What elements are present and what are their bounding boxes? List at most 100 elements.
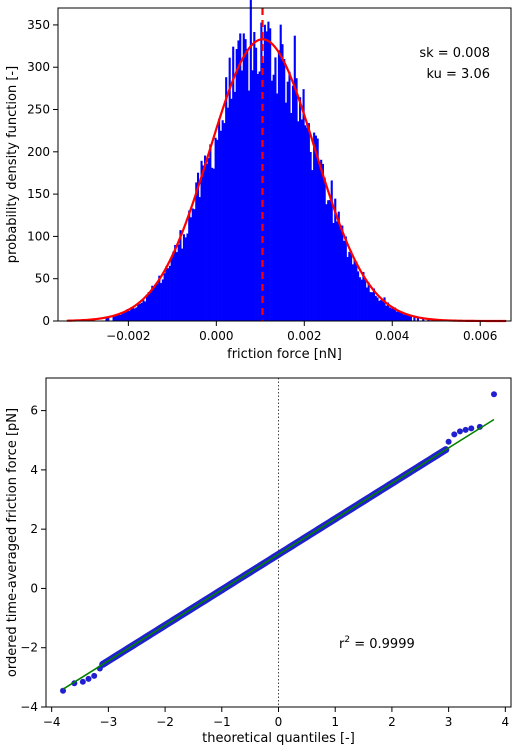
histogram-bar	[105, 317, 108, 321]
x-tick-label: −1	[213, 715, 231, 729]
histogram-bar	[367, 282, 370, 321]
histogram-bar	[223, 123, 226, 321]
histogram-bar	[300, 119, 303, 321]
histogram-bar	[348, 251, 351, 321]
histogram-bar	[409, 315, 412, 321]
histogram-y-ticks: 0 50 100 150 200 250 300 350	[27, 18, 58, 328]
histogram-bar	[142, 300, 145, 321]
histogram-bar	[167, 268, 170, 321]
histogram-bar	[175, 252, 178, 321]
histogram-bar	[286, 81, 289, 322]
qq-y-ticks: −4 −2 0 2 4 6	[20, 404, 46, 714]
histogram-bar	[126, 309, 129, 321]
histogram-bar	[121, 312, 124, 321]
histogram-bar	[316, 138, 319, 321]
histogram-bar	[160, 283, 163, 321]
histogram-bar	[221, 120, 224, 322]
histogram-bar	[161, 279, 164, 321]
histogram-bar	[242, 33, 245, 322]
histogram-bar	[290, 112, 293, 322]
histogram-bar	[147, 291, 150, 321]
histogram-bar	[230, 98, 233, 321]
histogram-bar	[198, 197, 201, 321]
qq-x-label: theoretical quantiles [-]	[202, 731, 355, 746]
histogram-bar	[302, 89, 305, 321]
histogram-bar	[378, 300, 381, 321]
histogram-bar	[107, 317, 110, 321]
histogram-bar	[228, 57, 231, 321]
histogram-bar	[277, 50, 281, 321]
x-tick-label: −3	[100, 715, 118, 729]
histogram-bar	[172, 251, 175, 321]
histogram-bar	[188, 210, 191, 321]
x-tick-label: 4	[502, 715, 510, 729]
histogram-bar	[406, 313, 409, 321]
histogram-bar	[123, 311, 126, 321]
histogram-bar	[379, 300, 383, 321]
histogram-bar	[332, 222, 335, 321]
qq-point	[468, 425, 475, 432]
y-tick-label: 250	[27, 103, 50, 117]
qq-fit-line	[62, 418, 495, 690]
histogram-bar	[274, 57, 277, 322]
histogram-bar	[237, 40, 240, 321]
qq-point	[490, 391, 497, 398]
histogram-bar	[149, 291, 152, 321]
histogram-bar	[357, 271, 360, 321]
histogram-bar	[325, 204, 328, 321]
x-tick-label: −2	[156, 715, 174, 729]
histogram-bar	[158, 275, 161, 321]
histogram-y-label: probability density function [-]	[5, 66, 20, 263]
y-tick-label: 4	[30, 463, 38, 477]
histogram-bar	[186, 233, 189, 321]
histogram-bar	[131, 307, 134, 321]
histogram-bar	[342, 240, 346, 321]
x-tick-label: 0.000	[199, 329, 233, 343]
histogram-bar	[144, 301, 147, 321]
histogram-bar	[225, 77, 228, 321]
histogram-x-label: friction force [nN]	[227, 347, 342, 362]
histogram-bar	[193, 209, 196, 321]
histogram-axes-frame	[57, 7, 512, 322]
histogram-bar	[249, 0, 252, 321]
histogram-bar	[344, 236, 347, 321]
histogram-bar	[211, 167, 214, 321]
histogram-bar	[205, 163, 208, 321]
histogram-bar	[258, 71, 261, 322]
histogram-bar	[267, 21, 270, 322]
histogram-bar	[365, 287, 368, 321]
histogram-bar	[335, 221, 339, 321]
y-tick-label: −2	[20, 641, 38, 655]
histogram-bar	[246, 48, 249, 322]
histogram-bar	[369, 292, 372, 321]
histogram-bar	[112, 315, 115, 321]
histogram-bar	[288, 71, 291, 321]
histogram-bar	[364, 279, 367, 321]
histogram-bar	[209, 144, 212, 321]
histogram-bar	[327, 200, 330, 321]
histogram-bar	[260, 22, 263, 322]
qq-point	[85, 675, 92, 682]
histogram-bar	[239, 33, 242, 321]
histogram-bar	[383, 297, 386, 321]
histogram-bar	[174, 244, 177, 321]
histogram-bar	[408, 315, 411, 321]
histogram-bar	[297, 121, 300, 321]
histogram-bar	[219, 130, 222, 321]
histogram-bar	[255, 47, 258, 321]
histogram-bar	[339, 225, 342, 321]
histogram-bar	[179, 230, 182, 321]
histogram-bar	[177, 244, 180, 321]
histogram-bar	[265, 31, 268, 321]
histogram-bar	[119, 314, 122, 321]
histogram-bar	[240, 70, 244, 321]
histogram-bar	[191, 208, 194, 321]
x-tick-label: −0.002	[106, 329, 150, 343]
histogram-bar	[355, 261, 358, 321]
x-tick-label: 1	[331, 715, 339, 729]
histogram-bar	[195, 182, 198, 321]
qq-x-ticks: −4 −3 −2 −1 0 1 2 3 4	[43, 707, 509, 729]
histogram-bar	[401, 312, 404, 321]
histogram-bar	[376, 297, 379, 321]
